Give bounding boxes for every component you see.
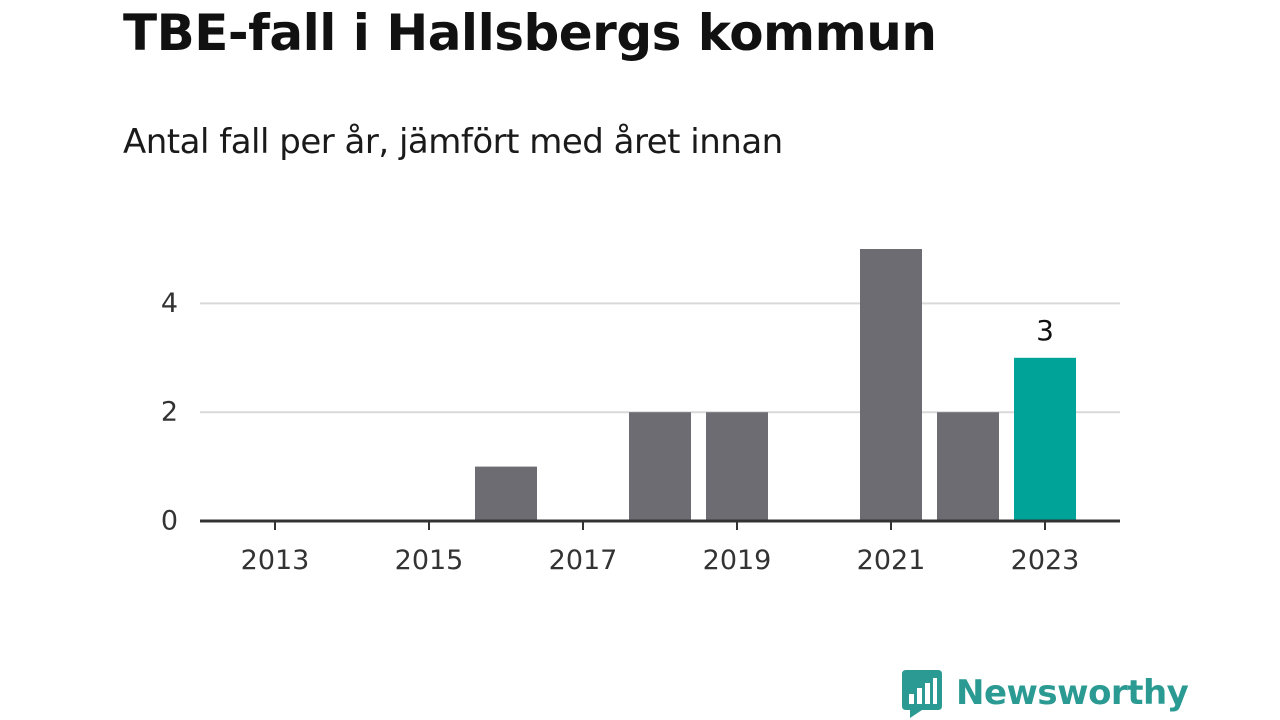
bar-2019 [706,412,768,521]
x-tick-label-2013: 2013 [241,545,310,576]
y-tick-label-4: 4 [161,288,178,319]
y-tick-label-0: 0 [161,506,178,537]
x-tick-label-2015: 2015 [395,545,464,576]
bar-2023 [1014,357,1076,521]
x-tick-label-2017: 2017 [549,545,618,576]
newsworthy-logo-icon [902,670,942,718]
chart-subtitle: Antal fall per år, jämfört med året inna… [123,122,783,162]
chart-title: TBE-fall i Hallsbergs kommun [123,4,937,62]
x-tick-label-2021: 2021 [857,545,926,576]
bar-2018 [629,412,691,521]
bar-2016 [475,466,537,521]
bar-2022 [937,412,999,521]
bar-2021 [860,249,922,521]
data-label-2023: 3 [1036,314,1054,347]
x-tick-label-2023: 2023 [1011,545,1080,576]
brand-name: Newsworthy [956,673,1189,713]
x-tick-label-2019: 2019 [703,545,772,576]
y-tick-label-2: 2 [161,397,178,428]
brand-logo: Newsworthy [900,668,1189,718]
